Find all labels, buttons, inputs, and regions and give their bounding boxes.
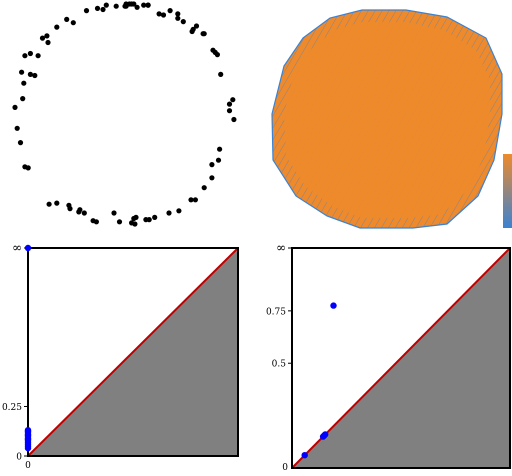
cloud-point [210, 47, 216, 53]
plot-frame [291, 247, 511, 469]
cloud-point [94, 5, 101, 11]
cloud-point [180, 19, 186, 25]
persistence-point [322, 431, 329, 438]
cloud-point [111, 210, 117, 216]
cloud-point [226, 101, 233, 107]
cloud-point [21, 80, 27, 86]
point-cloud-panel [12, 1, 237, 227]
cloud-point [32, 72, 38, 79]
cloud-point [20, 96, 26, 102]
cloud-point [201, 185, 207, 191]
cloud-point [214, 52, 220, 58]
persistence-diagram-h0-panel: 0 0.25 ∞ 0 [2, 241, 239, 471]
cloud-point [193, 23, 200, 29]
cloud-point [27, 50, 33, 57]
diagonal-line [291, 247, 511, 469]
cloud-point [226, 108, 233, 114]
cloud-point [167, 8, 173, 14]
cloud-point [145, 2, 151, 8]
cloud-point [66, 202, 72, 208]
cloud-point [76, 209, 82, 215]
cloud-point [113, 3, 119, 9]
cloud-point [209, 162, 215, 168]
persistence-point [24, 244, 32, 252]
cloud-point [54, 200, 60, 206]
cloud-point [188, 197, 194, 203]
cloud-point [14, 125, 20, 131]
plot-frame [27, 247, 239, 457]
cloud-point [123, 1, 129, 7]
cloud-point [17, 140, 24, 146]
y-tick-label: 0 [16, 453, 22, 463]
y-tick-label: ∞ [276, 241, 286, 255]
y-tick-label: 0.75 [266, 307, 286, 317]
cloud-point [27, 71, 33, 77]
cloud-point [215, 157, 222, 163]
colorbar [503, 154, 512, 228]
y-tick-label: ∞ [12, 241, 22, 255]
cloud-point [103, 2, 109, 8]
cloud-point [116, 219, 123, 225]
persistence-point [24, 427, 32, 434]
cloud-point [175, 11, 181, 17]
cloud-point [45, 39, 51, 46]
cloud-point [131, 1, 137, 7]
cloud-point [129, 220, 135, 226]
cloud-point [35, 53, 41, 59]
persistence-diagram-h1-panel: 0.5 0.75 ∞ 0 [266, 241, 511, 473]
cloud-point [46, 201, 52, 207]
x-tick-label: 0 [25, 461, 31, 471]
diagonal-line [27, 247, 239, 457]
cloud-point [134, 4, 140, 10]
cloud-point [22, 53, 28, 59]
cloud-point [156, 11, 162, 17]
persistence-point [301, 452, 308, 459]
cloud-point [90, 218, 96, 224]
cloud-point [83, 8, 90, 14]
cloud-point [19, 69, 25, 75]
y-tick-label: 0.5 [272, 360, 287, 370]
cloud-point [70, 20, 76, 26]
y-tick-label: 0.25 [2, 403, 22, 413]
cloud-point [230, 97, 236, 103]
cloud-point [100, 6, 106, 13]
cloud-point [133, 214, 139, 220]
cloud-point [152, 214, 158, 220]
cloud-point [200, 31, 206, 37]
cloud-point [25, 165, 31, 171]
cloud-point [54, 24, 60, 30]
cloud-point [143, 217, 149, 223]
cloud-point [192, 197, 198, 203]
cloud-point [64, 16, 70, 22]
x-tick-label: 0 [282, 463, 288, 472]
cloud-point [44, 33, 50, 39]
cloud-point [39, 35, 46, 41]
cloud-point [141, 2, 147, 8]
cloud-point [81, 210, 87, 216]
cloud-point [166, 210, 172, 216]
cloud-point [160, 12, 167, 18]
cloud-point [231, 116, 237, 123]
cloud-point [176, 208, 182, 214]
complex-panel [271, 9, 512, 229]
cloud-point [175, 15, 181, 21]
cloud-point [209, 175, 215, 181]
cloud-point [218, 71, 224, 77]
complex-filled-core [284, 22, 490, 218]
cloud-point [217, 146, 223, 152]
cloud-point [189, 28, 195, 35]
cloud-point [12, 104, 18, 110]
persistence-point [330, 302, 337, 309]
